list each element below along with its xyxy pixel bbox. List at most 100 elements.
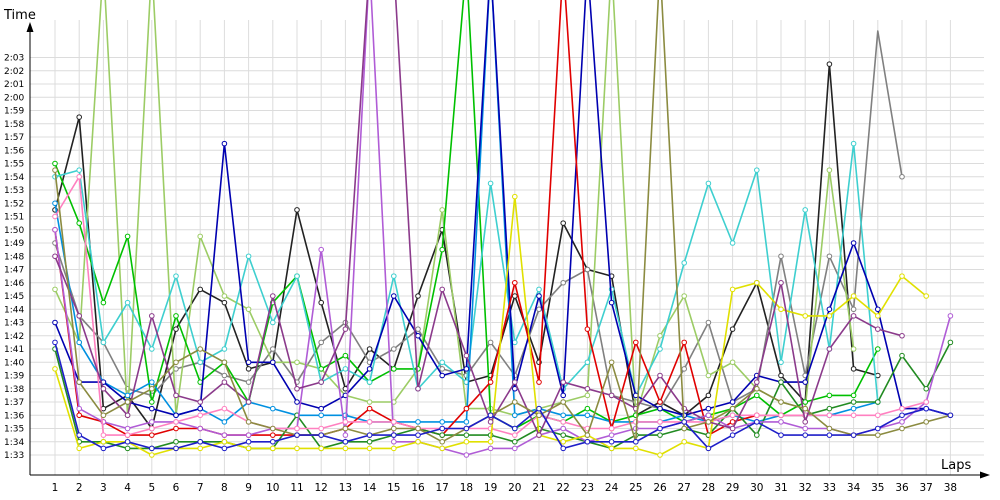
data-point (463, 405, 470, 412)
data-point (173, 445, 179, 452)
data-point (391, 425, 397, 432)
data-point (705, 405, 712, 412)
y-tick-label: 1:54 (4, 173, 24, 183)
data-point (754, 432, 760, 438)
data-point (366, 379, 373, 385)
data-point (245, 438, 252, 445)
data-point (681, 425, 688, 432)
data-point (536, 286, 542, 293)
x-tick-label: 1 (52, 482, 59, 494)
data-point (463, 366, 470, 372)
data-point (947, 339, 954, 346)
data-point (875, 399, 881, 405)
data-point (584, 412, 591, 419)
data-point (899, 425, 905, 432)
data-point (536, 412, 542, 419)
data-point (778, 372, 784, 379)
data-point (778, 306, 784, 313)
series-line (54, 0, 951, 417)
y-tick-label: 2:01 (4, 80, 24, 90)
data-point (76, 167, 82, 173)
data-point (705, 412, 712, 419)
data-point (173, 392, 179, 399)
data-point (221, 379, 228, 385)
data-point (657, 425, 663, 432)
data-point (100, 445, 107, 452)
data-point (124, 392, 131, 399)
data-point (245, 306, 252, 313)
data-point (318, 366, 325, 372)
y-tick-label: 1:47 (4, 266, 24, 276)
data-point (439, 286, 446, 293)
data-point (608, 438, 615, 445)
series-line (54, 0, 951, 443)
y-tick-label: 1:42 (4, 332, 24, 342)
data-point (487, 419, 494, 425)
series-line (54, 342, 952, 450)
data-point (270, 445, 276, 452)
series-line-group (52, 0, 905, 438)
data-point (560, 432, 567, 438)
data-point (705, 445, 712, 452)
data-point (197, 425, 203, 432)
data-point (826, 392, 833, 399)
data-point (657, 419, 663, 425)
data-point (415, 419, 421, 425)
data-point (245, 432, 252, 438)
data-point (729, 399, 736, 405)
data-point (536, 432, 542, 438)
data-point (826, 432, 833, 438)
data-point (536, 379, 542, 385)
data-point (245, 379, 252, 385)
x-tick-label: 32 (799, 482, 812, 494)
data-point (826, 167, 833, 173)
data-point (76, 313, 82, 319)
data-point (754, 379, 760, 385)
x-tick-label: 27 (678, 482, 691, 494)
x-axis-title: Laps (941, 458, 971, 473)
data-point (318, 432, 325, 438)
data-point (754, 385, 760, 392)
data-point (560, 379, 567, 385)
data-point (270, 438, 276, 445)
x-tick-label: 33 (823, 482, 836, 494)
data-point (512, 193, 518, 200)
data-point (875, 346, 881, 352)
data-point (633, 445, 639, 452)
data-point (657, 432, 663, 438)
data-point (608, 445, 615, 452)
x-tick-label: 23 (581, 482, 594, 494)
x-tick-label: 17 (436, 482, 449, 494)
data-point (584, 359, 591, 366)
data-point (463, 438, 470, 445)
data-point (221, 432, 228, 438)
x-tick-label: 29 (726, 482, 739, 494)
data-point (294, 207, 300, 213)
data-point (318, 379, 325, 385)
data-point (124, 438, 131, 445)
data-point (100, 339, 107, 346)
data-point (270, 405, 276, 412)
data-point (415, 438, 421, 445)
data-point (294, 425, 300, 432)
y-tick-label: 1:35 (4, 425, 24, 435)
data-point (560, 412, 567, 419)
x-tick-label: 10 (266, 482, 279, 494)
data-point (342, 438, 349, 445)
data-point (850, 313, 857, 319)
data-point (270, 432, 276, 438)
data-point (173, 425, 179, 432)
data-point (608, 359, 615, 366)
data-point (245, 359, 252, 366)
x-tick-label: 24 (605, 482, 619, 494)
data-point (100, 438, 107, 445)
data-point (76, 405, 82, 412)
data-point (536, 306, 542, 313)
data-point (487, 445, 494, 452)
data-point (560, 279, 567, 286)
data-point (270, 425, 276, 432)
data-point (608, 392, 615, 399)
data-point (729, 359, 736, 366)
data-point (850, 293, 857, 299)
y-tick-label: 1:52 (4, 199, 24, 209)
